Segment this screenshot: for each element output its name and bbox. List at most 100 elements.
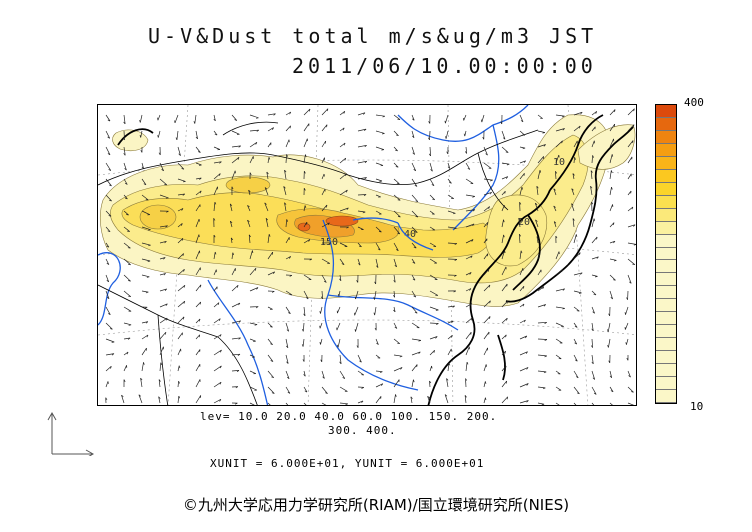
wind-arrow — [429, 380, 431, 388]
wind-arrow-head — [308, 108, 311, 112]
wind-arrow — [553, 188, 557, 196]
wind-arrow-head — [164, 288, 167, 291]
wind-arrow-head — [502, 137, 506, 140]
wind-arrow — [123, 242, 131, 249]
wind-arrow — [339, 189, 348, 196]
wind-arrow-head — [489, 300, 491, 304]
wind-arrow-head — [301, 328, 304, 332]
colorbar-segment — [656, 364, 676, 378]
wind-arrow-head — [595, 111, 598, 114]
wind-arrow — [231, 268, 236, 276]
wind-arrow-head — [126, 351, 129, 355]
wind-arrow — [231, 302, 241, 308]
wind-arrow — [123, 178, 128, 185]
wind-arrow-head — [395, 149, 398, 152]
wind-arrow — [429, 242, 437, 247]
wind-arrow — [302, 338, 305, 347]
wind-arrow — [321, 258, 330, 264]
wind-arrow — [123, 194, 128, 200]
wind-arrow-head — [505, 176, 509, 179]
wind-arrow-head — [106, 262, 110, 265]
wind-arrow-head — [592, 377, 595, 380]
colorbar-segment — [656, 377, 676, 391]
wind-arrow — [157, 130, 161, 138]
wind-arrow — [537, 130, 545, 133]
wind-arrow-head — [249, 172, 252, 176]
wind-arrow-head — [504, 250, 506, 254]
wind-arrow — [267, 370, 274, 378]
wind-arrow — [177, 381, 179, 388]
wind-arrow-head — [536, 185, 539, 189]
wind-arrow-head — [610, 390, 614, 393]
wind-arrow-head — [166, 210, 169, 213]
wind-arrow-head — [541, 403, 545, 405]
wind-arrow-head — [289, 274, 293, 277]
wind-arrow-head — [607, 344, 609, 348]
wind-arrow-head — [111, 353, 115, 356]
wind-arrow-head — [590, 185, 593, 189]
wind-arrow — [447, 178, 452, 184]
wind-arrow-head — [454, 259, 458, 261]
wind-arrow-head — [449, 181, 452, 184]
wind-arrow — [465, 378, 467, 388]
wind-arrow-head — [500, 121, 503, 125]
wind-arrow-head — [255, 306, 259, 309]
wind-arrow-head — [555, 235, 558, 239]
wind-arrow — [627, 156, 633, 164]
wind-arrow — [501, 162, 510, 165]
wind-arrow — [537, 156, 544, 164]
wind-arrow — [213, 161, 222, 164]
wind-arrow — [573, 322, 578, 328]
wind-arrow — [123, 226, 130, 232]
wind-arrow — [591, 111, 597, 116]
wind-arrow — [553, 221, 557, 228]
wind-arrow-head — [579, 252, 581, 255]
wind-arrow — [321, 402, 327, 405]
wind-arrow-head — [219, 173, 221, 176]
wind-arrow — [410, 396, 413, 404]
wind-arrow-head — [506, 396, 509, 400]
wind-arrow-head — [122, 137, 125, 141]
wind-arrow-head — [480, 119, 483, 123]
wind-arrow — [573, 125, 581, 132]
wind-arrow — [159, 303, 168, 308]
wind-arrow — [320, 338, 323, 345]
wind-arrow — [177, 300, 186, 308]
wind-arrow — [609, 240, 616, 244]
wind-arrow — [213, 349, 222, 356]
wind-arrow-head — [302, 359, 305, 362]
wind-arrow-head — [248, 234, 251, 238]
wind-arrow-head — [181, 208, 184, 211]
wind-arrow — [519, 173, 525, 180]
wind-arrow-head — [109, 199, 112, 202]
wind-arrow — [537, 253, 540, 260]
wind-arrow — [537, 286, 545, 292]
wind-arrow — [555, 128, 565, 132]
wind-arrow — [195, 395, 201, 404]
wind-arrow — [447, 305, 455, 308]
wind-arrow — [264, 202, 269, 212]
wind-arrow — [519, 303, 525, 308]
wind-arrow-head — [396, 249, 399, 251]
wind-arrow — [393, 322, 398, 329]
wind-arrow — [267, 142, 272, 148]
wind-arrow-head — [523, 319, 526, 323]
wind-arrow — [123, 322, 132, 326]
wind-arrow — [609, 123, 615, 132]
wind-arrow-head — [337, 293, 340, 297]
wind-arrow-head — [236, 370, 240, 372]
wind-arrow-head — [363, 128, 367, 132]
wind-arrow-head — [626, 357, 629, 361]
wind-arrow — [555, 354, 562, 360]
wind-arrow — [195, 349, 201, 356]
wind-arrow — [141, 226, 151, 231]
wind-arrow-head — [519, 234, 521, 237]
wind-arrow-head — [435, 336, 438, 339]
wind-arrow-head — [183, 181, 186, 183]
wind-arrow — [303, 402, 307, 405]
wind-arrow — [265, 218, 269, 228]
wind-arrow — [267, 127, 274, 132]
wind-arrow-head — [161, 169, 164, 172]
wind-arrow-head — [628, 375, 631, 378]
wind-arrow — [285, 111, 291, 116]
